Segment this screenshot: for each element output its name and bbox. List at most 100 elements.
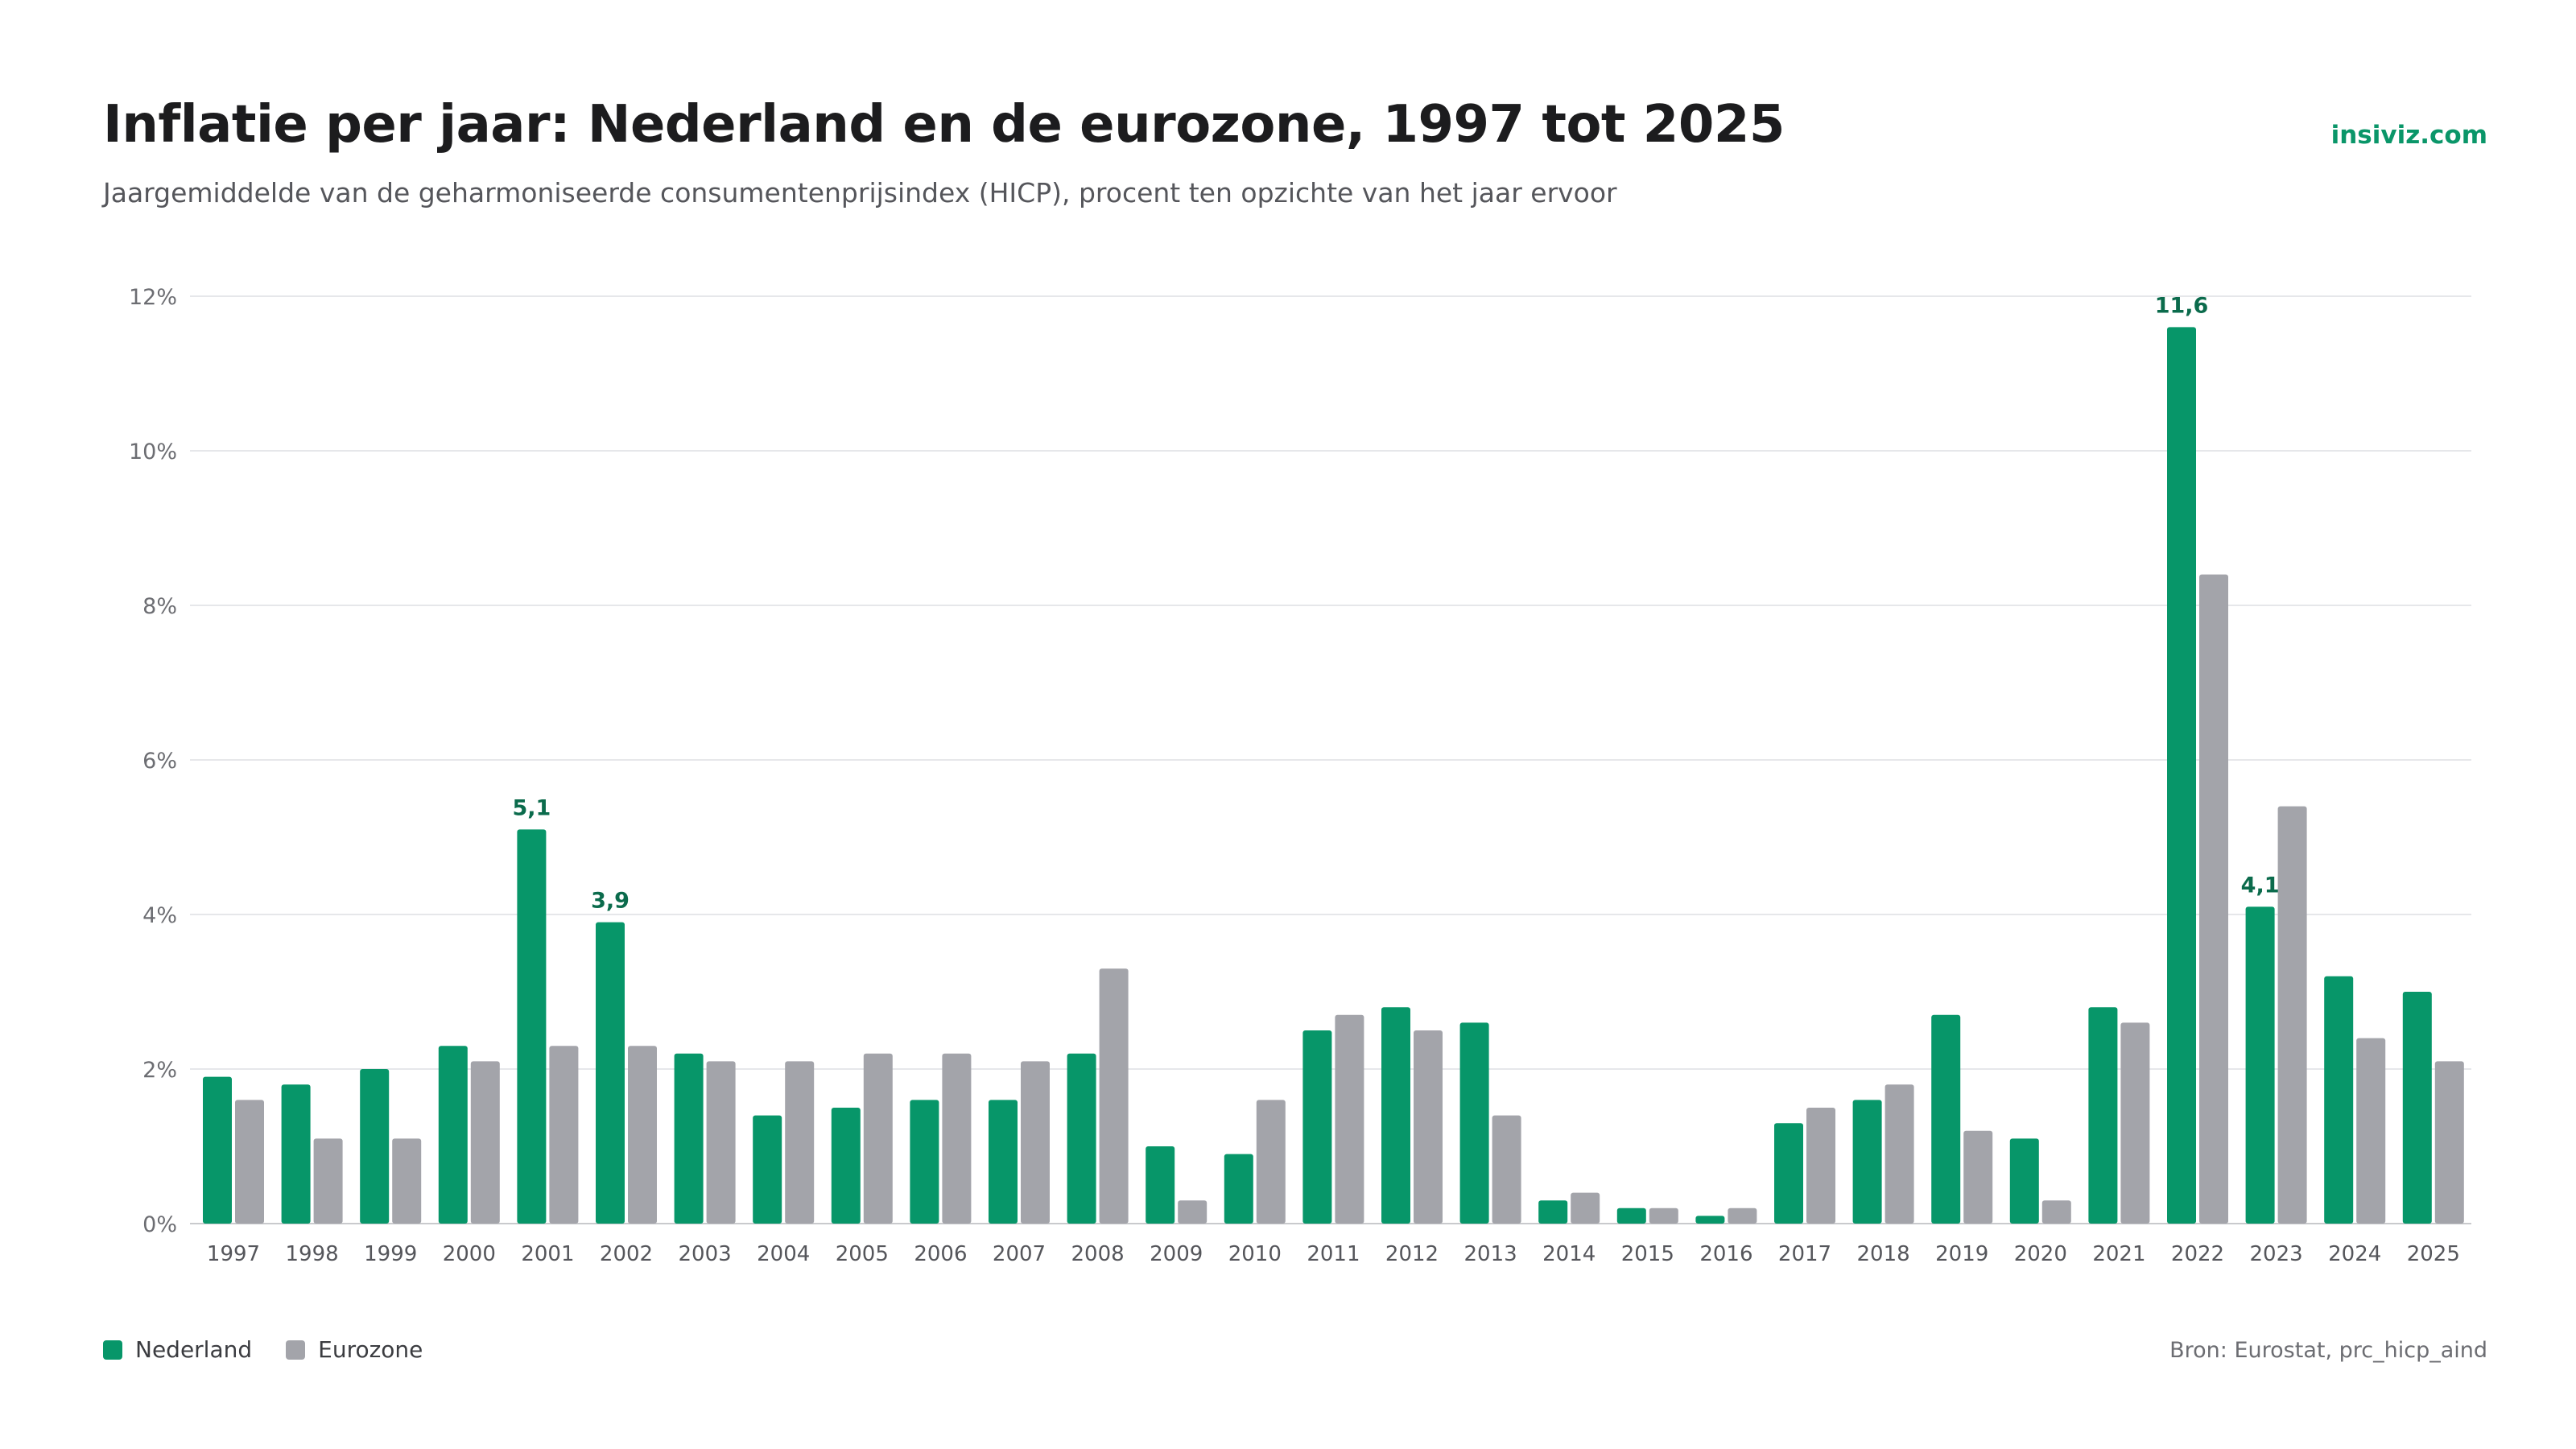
y-tick-label: 2% xyxy=(142,1058,177,1083)
bar-eurozone-2023 xyxy=(2277,806,2307,1224)
y-tick-label: 0% xyxy=(142,1212,177,1237)
bar-nederland-2017 xyxy=(1774,1123,1803,1224)
y-tick-label: 4% xyxy=(142,903,177,928)
brand-link[interactable]: insiviz.com xyxy=(2330,121,2487,150)
bar-nederland-2011 xyxy=(1302,1030,1332,1224)
bar-eurozone-2011 xyxy=(1335,1014,1364,1224)
bar-eurozone-2020 xyxy=(2041,1200,2071,1224)
bar-eurozone-2008 xyxy=(1099,968,1129,1224)
bar-nederland-2015 xyxy=(1616,1208,1646,1224)
x-tick-label: 2013 xyxy=(1464,1242,1517,1266)
bar-eurozone-2001 xyxy=(549,1046,579,1224)
bar-eurozone-2016 xyxy=(1728,1208,1757,1224)
data-label-2002: 3,9 xyxy=(591,889,630,914)
x-tick-label: 2006 xyxy=(914,1242,967,1266)
bar-nederland-2007 xyxy=(989,1100,1018,1224)
legend-item-eurozone: Eurozone xyxy=(286,1336,423,1363)
bar-nederland-1999 xyxy=(360,1069,390,1224)
bar-nederland-2016 xyxy=(1695,1216,1725,1224)
x-tick-label: 1998 xyxy=(286,1242,339,1266)
bar-eurozone-2010 xyxy=(1256,1100,1286,1224)
bar-eurozone-2013 xyxy=(1492,1115,1521,1224)
x-tick-label: 2016 xyxy=(1699,1242,1752,1266)
x-tick-label: 2022 xyxy=(2171,1242,2224,1266)
x-tick-label: 2019 xyxy=(1935,1242,1988,1266)
bar-nederland-2013 xyxy=(1459,1022,1489,1224)
bar-eurozone-2004 xyxy=(785,1061,815,1224)
bar-nederland-2004 xyxy=(753,1115,782,1224)
legend-swatch-nederland xyxy=(103,1340,122,1360)
bar-nederland-2022 xyxy=(2167,327,2196,1224)
bar-eurozone-2014 xyxy=(1571,1192,1600,1224)
bar-nederland-2009 xyxy=(1146,1146,1175,1224)
bar-eurozone-2015 xyxy=(1649,1208,1678,1224)
bar-nederland-1998 xyxy=(281,1084,311,1224)
x-tick-label: 2021 xyxy=(2092,1242,2145,1266)
bar-nederland-2024 xyxy=(2324,976,2354,1224)
x-tick-label: 2004 xyxy=(757,1242,810,1266)
bar-nederland-2006 xyxy=(910,1100,939,1224)
bar-eurozone-2018 xyxy=(1885,1084,1914,1224)
x-tick-label: 2020 xyxy=(2014,1242,2067,1266)
bar-eurozone-2025 xyxy=(2434,1061,2464,1224)
x-tick-label: 2000 xyxy=(443,1242,496,1266)
x-tick-label: 2007 xyxy=(993,1242,1046,1266)
bar-nederland-2025 xyxy=(2402,992,2432,1224)
x-tick-label: 2001 xyxy=(521,1242,574,1266)
bar-nederland-2002 xyxy=(596,922,625,1224)
y-tick-label: 8% xyxy=(142,594,177,619)
bar-eurozone-2022 xyxy=(2199,574,2228,1224)
bar-eurozone-2007 xyxy=(1021,1061,1050,1224)
data-label-2001: 5,1 xyxy=(512,795,551,820)
bar-eurozone-2021 xyxy=(2120,1022,2150,1224)
bar-nederland-2001 xyxy=(517,829,547,1224)
bar-nederland-2014 xyxy=(1538,1200,1568,1224)
x-tick-label: 2010 xyxy=(1228,1242,1282,1266)
x-tick-label: 2015 xyxy=(1621,1242,1674,1266)
bar-nederland-2010 xyxy=(1224,1154,1253,1224)
bar-nederland-2012 xyxy=(1381,1007,1410,1224)
bar-eurozone-2024 xyxy=(2356,1038,2386,1224)
bar-nederland-2023 xyxy=(2245,906,2275,1224)
chart-subtitle: Jaargemiddelde van de geharmoniseerde co… xyxy=(103,177,1617,208)
bar-eurozone-2000 xyxy=(470,1061,500,1224)
bar-nederland-2018 xyxy=(1852,1100,1882,1224)
y-tick-label: 6% xyxy=(142,749,177,774)
x-tick-label: 2009 xyxy=(1150,1242,1203,1266)
x-tick-label: 2025 xyxy=(2407,1242,2460,1266)
bar-eurozone-2005 xyxy=(863,1053,893,1224)
bar-nederland-2005 xyxy=(831,1108,861,1224)
bar-eurozone-2019 xyxy=(1963,1130,1993,1224)
bar-eurozone-2009 xyxy=(1178,1200,1208,1224)
legend-item-nederland: Nederland xyxy=(103,1336,252,1363)
legend-label-eurozone: Eurozone xyxy=(318,1336,423,1363)
legend: Nederland Eurozone xyxy=(103,1336,456,1363)
bar-eurozone-2017 xyxy=(1806,1108,1835,1224)
x-tick-label: 2002 xyxy=(600,1242,653,1266)
bar-eurozone-2003 xyxy=(706,1061,736,1224)
x-tick-label: 2017 xyxy=(1778,1242,1831,1266)
bar-eurozone-1998 xyxy=(313,1138,343,1224)
data-label-2022: 11,6 xyxy=(2155,293,2209,318)
x-tick-label: 2003 xyxy=(679,1242,732,1266)
x-tick-label: 2005 xyxy=(836,1242,889,1266)
x-tick-label: 2023 xyxy=(2250,1242,2303,1266)
bar-eurozone-1999 xyxy=(392,1138,422,1224)
bar-nederland-2008 xyxy=(1067,1053,1096,1224)
y-tick-label: 12% xyxy=(129,285,177,310)
bar-eurozone-2012 xyxy=(1414,1030,1443,1224)
bar-nederland-1997 xyxy=(203,1076,232,1224)
legend-label-nederland: Nederland xyxy=(135,1336,253,1363)
x-tick-label: 2011 xyxy=(1307,1242,1360,1266)
bar-eurozone-2002 xyxy=(628,1046,657,1224)
bar-nederland-2021 xyxy=(2088,1007,2118,1224)
data-label-2023: 4,1 xyxy=(2241,873,2280,898)
x-tick-label: 2014 xyxy=(1542,1242,1596,1266)
legend-swatch-eurozone xyxy=(286,1340,306,1360)
y-tick-label: 10% xyxy=(129,440,177,464)
bar-nederland-2003 xyxy=(674,1053,704,1224)
x-tick-label: 2018 xyxy=(1857,1242,1910,1266)
bar-eurozone-2006 xyxy=(942,1053,972,1224)
x-tick-label: 2012 xyxy=(1385,1242,1439,1266)
